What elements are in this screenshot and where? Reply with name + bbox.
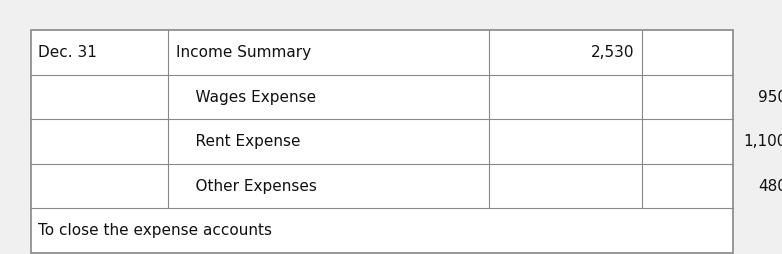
Text: Wages Expense: Wages Expense [176,90,316,105]
Text: Rent Expense: Rent Expense [176,134,300,149]
Text: Dec. 31: Dec. 31 [38,45,97,60]
Text: To close the expense accounts: To close the expense accounts [38,223,272,238]
Text: Income Summary: Income Summary [176,45,310,60]
Text: 1,100: 1,100 [744,134,782,149]
Text: 480: 480 [758,179,782,194]
Text: 2,530: 2,530 [590,45,634,60]
Text: 950: 950 [758,90,782,105]
Text: Other Expenses: Other Expenses [176,179,317,194]
Bar [30,30,734,253]
